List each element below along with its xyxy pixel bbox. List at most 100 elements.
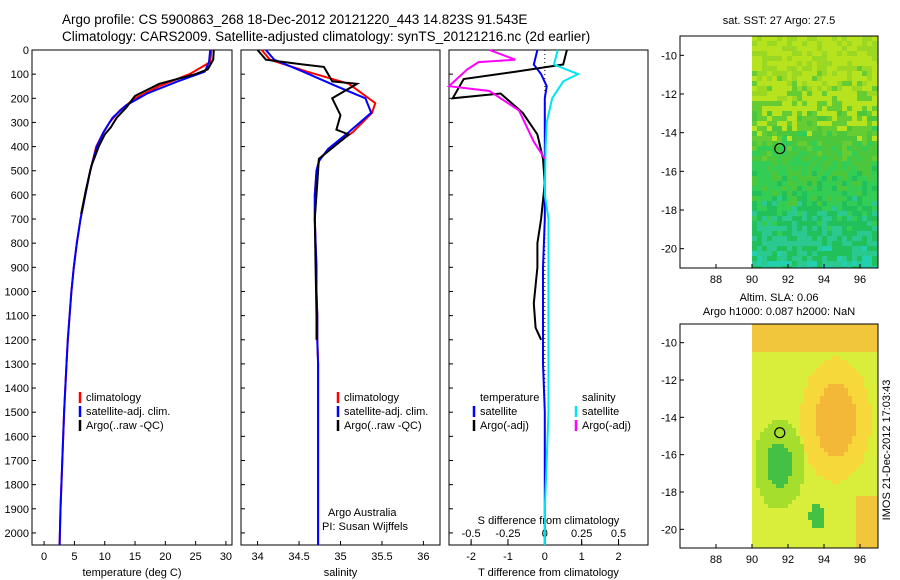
sla-map-pixel	[832, 472, 836, 476]
sst-map-pixel	[817, 106, 822, 111]
sla-map-pixel	[788, 436, 792, 440]
sla-map-pixel	[816, 492, 820, 496]
sst-map-pixel	[817, 136, 822, 141]
sst-map-pixel	[772, 211, 777, 216]
sst-map-pixel	[797, 176, 802, 181]
sst-map-pixel	[862, 156, 867, 161]
sla-map-pixel	[844, 376, 848, 380]
sla-map-pixel	[788, 516, 792, 520]
sla-map-pixel	[860, 544, 864, 548]
sla-map-pixel	[784, 532, 788, 536]
sla-map-pixel	[876, 528, 878, 532]
sst-map-pixel	[757, 126, 762, 131]
diff-series-3	[446, 49, 546, 160]
sst-map-pixel	[762, 161, 767, 166]
sla-map-pixel	[752, 356, 756, 360]
sla-map-pixel	[764, 448, 768, 452]
sla-map-pixel	[804, 392, 808, 396]
sla-map-pixel	[860, 392, 864, 396]
sst-map-pixel	[822, 41, 827, 46]
sla-map-pixel	[828, 532, 832, 536]
sla-map-pixel	[864, 436, 868, 440]
sla-map-pixel	[780, 444, 784, 448]
sst-map-pixel	[817, 71, 822, 76]
sla-map-pixel	[828, 540, 832, 544]
sla-map-pixel	[876, 328, 878, 332]
sst-map-pixel	[857, 236, 862, 241]
sst-map-pixel	[787, 266, 792, 268]
sst-map-pixel	[787, 166, 792, 171]
sst-map-pixel	[807, 251, 812, 256]
sla-map-pixel	[776, 448, 780, 452]
sla-map-pixel	[776, 500, 780, 504]
sla-map-pixel	[832, 440, 836, 444]
sst-map-pixel	[817, 121, 822, 126]
sla-map-pixel	[764, 336, 768, 340]
sla-map-pixel	[796, 544, 800, 548]
sst-map-pixel	[797, 161, 802, 166]
sst-map-pixel	[772, 161, 777, 166]
sla-map-pixel	[768, 360, 772, 364]
temp-series-0	[58, 49, 213, 546]
sla-map-pixel	[848, 432, 852, 436]
sla-map-pixel	[824, 432, 828, 436]
sla-map-pixel	[764, 372, 768, 376]
sal-series-1	[265, 49, 373, 545]
sla-map-pixel	[764, 524, 768, 528]
sla-map-pixel	[868, 532, 872, 536]
sla-map-pixel	[864, 528, 868, 532]
sst-map-pixel	[757, 76, 762, 81]
sst-map-pixel	[832, 76, 837, 81]
sla-map-pixel	[784, 492, 788, 496]
sla-map-pixel	[756, 404, 760, 408]
sla-map-pixel	[824, 376, 828, 380]
sla-map-pixel	[804, 376, 808, 380]
sst-map-pixel	[817, 86, 822, 91]
sla-map-pixel	[824, 528, 828, 532]
depth-tick-label: 1500	[5, 407, 29, 419]
sla-map-pixel	[876, 348, 878, 352]
sst-map-pixel	[832, 146, 837, 151]
sst-map-pixel	[872, 61, 877, 66]
sst-map-pixel	[752, 221, 757, 226]
sla-map-pixel	[756, 424, 760, 428]
sla-map-pixel	[836, 528, 840, 532]
sla-map-pixel	[792, 492, 796, 496]
sla-map-pixel	[760, 436, 764, 440]
sst-map-pixel	[787, 91, 792, 96]
sla-map-pixel	[876, 344, 878, 348]
sla-map-pixel	[836, 464, 840, 468]
sla-map-pixel	[836, 376, 840, 380]
sla-map-pixel	[872, 512, 876, 516]
sla-map-pixel	[776, 536, 780, 540]
sla-map-pixel	[792, 360, 796, 364]
sla-map-pixel	[836, 352, 840, 356]
sst-map-pixel	[827, 241, 832, 246]
sst-map-pixel	[842, 146, 847, 151]
sla-map-pixel	[840, 412, 844, 416]
sst-map-pixel	[757, 51, 762, 56]
sla-map-pixel	[844, 356, 848, 360]
sla-map-pixel	[792, 544, 796, 548]
sla-map-pixel	[848, 472, 852, 476]
sst-map-pixel	[807, 141, 812, 146]
sla-map-frame	[679, 323, 879, 549]
sla-map-pixel	[860, 436, 864, 440]
sla-map-pixel	[824, 544, 828, 548]
sst-map-pixel	[837, 231, 842, 236]
sla-map-pixel	[792, 524, 796, 528]
sst-map-pixel	[852, 156, 857, 161]
sst-map-pixel	[832, 101, 837, 106]
sst-map-pixel	[777, 116, 782, 121]
sst-map-pixel	[752, 51, 757, 56]
sla-map-pixel	[820, 388, 824, 392]
sla-map-pixel	[844, 412, 848, 416]
sla-map-pixel	[872, 336, 876, 340]
sst-map-pixel	[767, 186, 772, 191]
sst-map-pixel	[777, 76, 782, 81]
sla-map-pixel	[768, 424, 772, 428]
sla-map-pixel	[876, 504, 878, 508]
sla-map-pixel	[848, 468, 852, 472]
sla-map-pixel	[840, 424, 844, 428]
sst-map-pixel	[867, 161, 872, 166]
